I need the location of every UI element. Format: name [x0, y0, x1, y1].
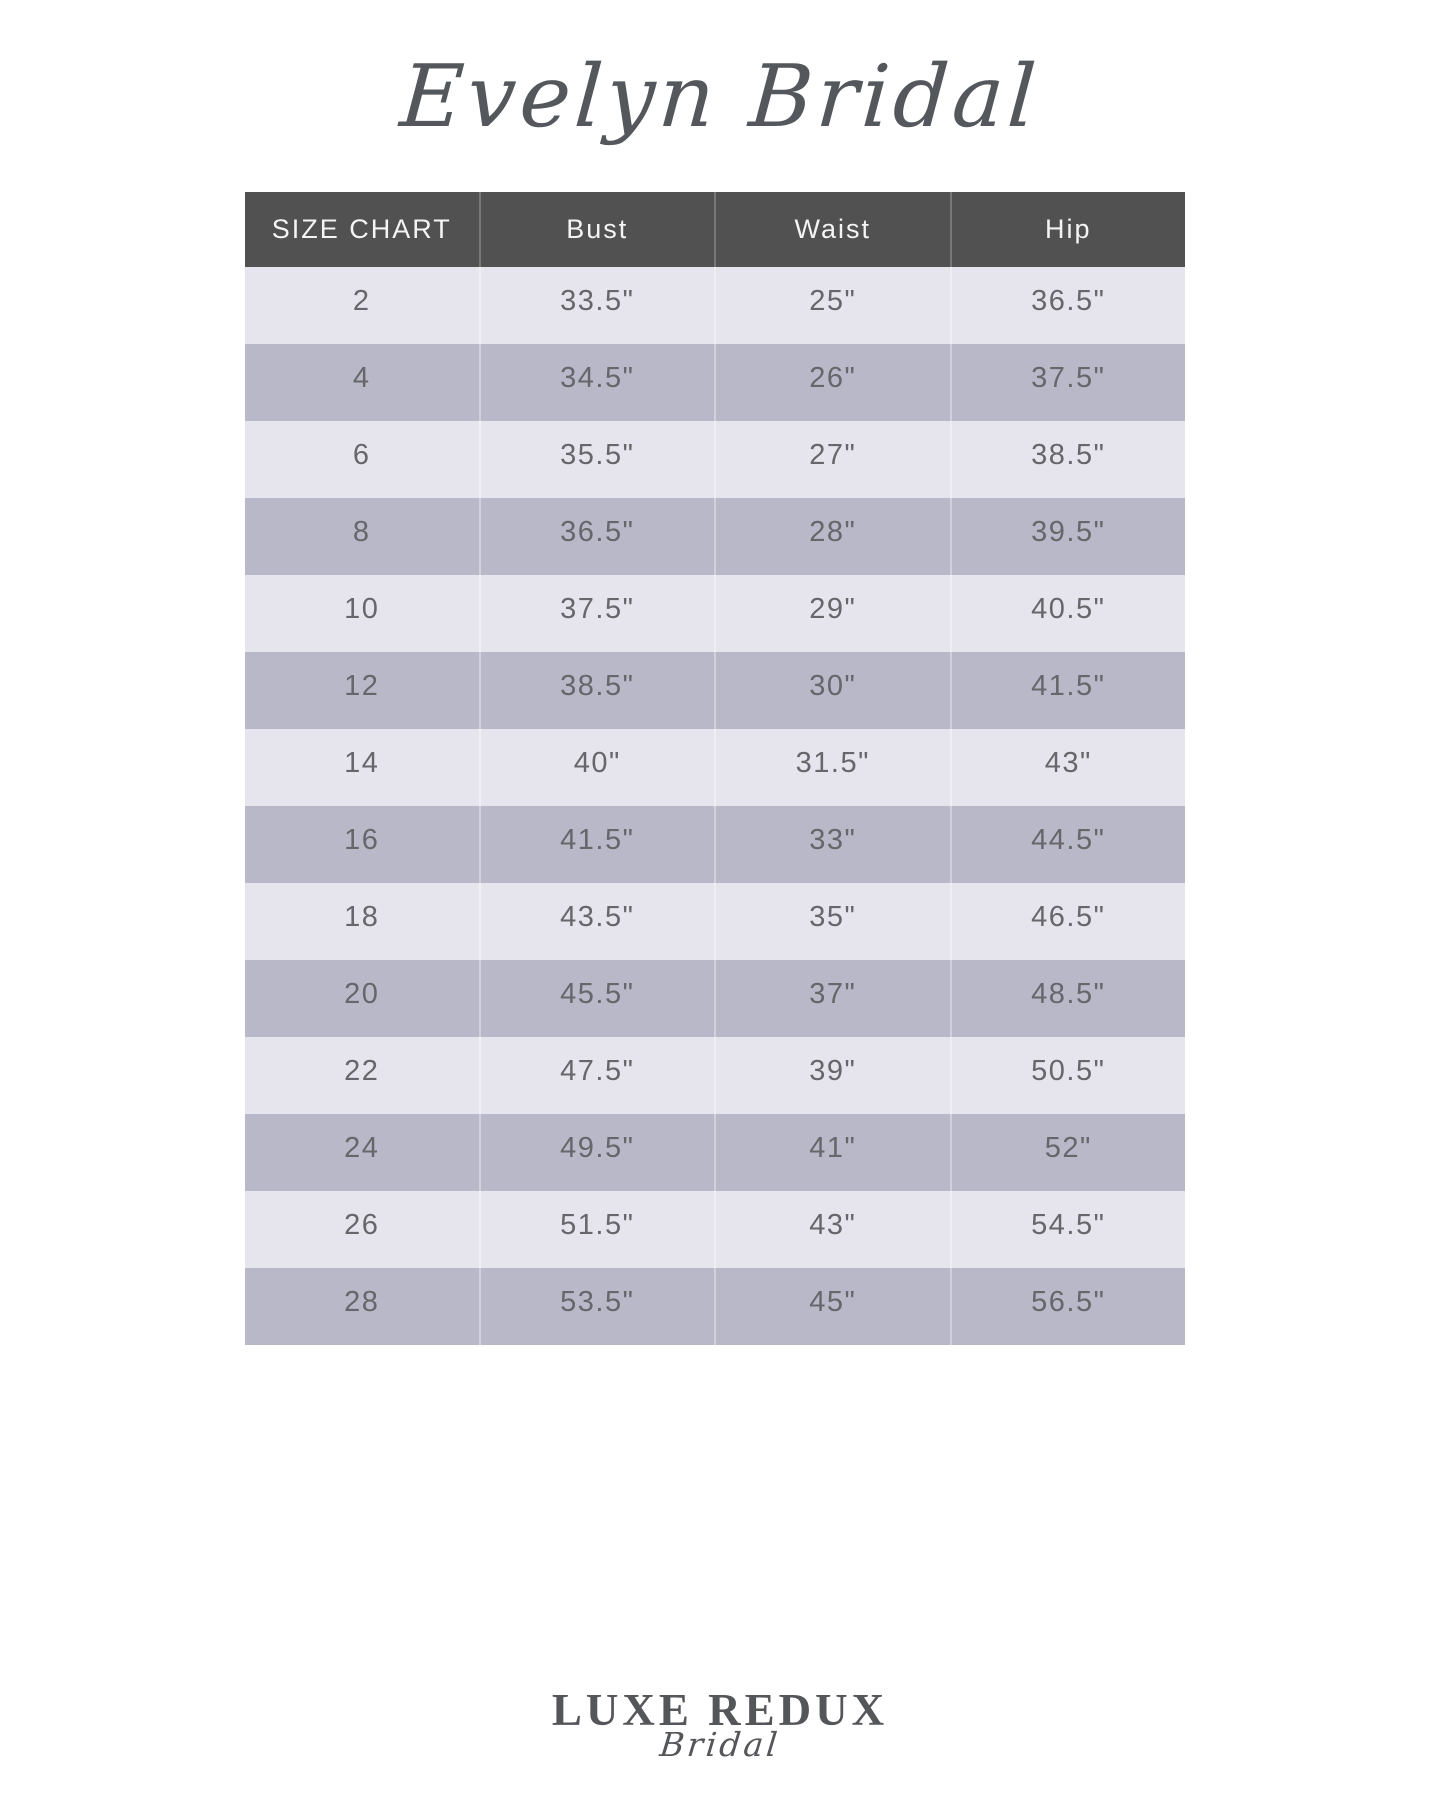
table-row-size-22: 22 47.5" 39" 50.5" — [245, 1037, 1185, 1114]
measurement-cell: 33" — [714, 806, 950, 883]
brand-title: Evelyn Bridal — [397, 47, 1043, 147]
measurement-cell: 36.5" — [949, 267, 1186, 344]
measurement-cell: 51.5" — [478, 1191, 715, 1268]
size-cell: 6 — [352, 439, 371, 471]
measurement-cell: 40.5" — [949, 575, 1186, 652]
table-body: 2 33.5" 25" 36.5" 4 34.5" 26" 37.5" 6 35.5" 27" 38.… — [245, 267, 1185, 1345]
table-header-row: SIZE CHART Bust Waist Hip — [245, 192, 1185, 267]
measurement-cell: 48.5" — [949, 960, 1186, 1037]
measurement-cell: 34.5" — [478, 344, 715, 421]
table-row-size-4: 4 34.5" 26" 37.5" — [245, 344, 1185, 421]
table-row-size-26: 26 51.5" 43" 54.5" — [245, 1191, 1185, 1268]
table-row-size-18: 18 43.5" 35" 46.5" — [245, 883, 1185, 960]
measurement-cell: 39" — [714, 1037, 950, 1114]
measurement-cell: 38.5" — [949, 421, 1186, 498]
size-cell: 26 — [344, 1209, 380, 1241]
logo-wordmark: LUXE REDUX — [551, 1685, 889, 1735]
measurement-cell: 44.5" — [949, 806, 1186, 883]
header-cell-size-chart: SIZE CHART — [271, 214, 452, 244]
size-cell: 2 — [352, 285, 371, 317]
measurement-cell: 43.5" — [478, 883, 715, 960]
measurement-cell: 31.5" — [714, 729, 950, 806]
table-row-size-12: 12 38.5" 30" 41.5" — [245, 652, 1185, 729]
size-cell: 28 — [344, 1286, 380, 1318]
table-row-size-10: 10 37.5" 29" 40.5" — [245, 575, 1185, 652]
measurement-cell: 38.5" — [478, 652, 715, 729]
size-cell: 24 — [344, 1132, 380, 1164]
size-cell: 10 — [344, 593, 380, 625]
measurement-cell: 27" — [714, 421, 950, 498]
measurement-cell: 50.5" — [949, 1037, 1186, 1114]
measurement-cell: 52" — [949, 1114, 1186, 1191]
measurement-cell: 45.5" — [478, 960, 715, 1037]
measurement-cell: 41" — [714, 1114, 950, 1191]
measurement-cell: 46.5" — [949, 883, 1186, 960]
measurement-cell: 54.5" — [949, 1191, 1186, 1268]
measurement-cell: 37.5" — [949, 344, 1186, 421]
measurement-cell: 56.5" — [949, 1268, 1186, 1345]
size-cell: 14 — [344, 747, 380, 779]
header-cell-hip: Hip — [949, 192, 1186, 267]
measurement-cell: 30" — [714, 652, 950, 729]
measurement-cell: 41.5" — [478, 806, 715, 883]
measurement-cell: 43" — [949, 729, 1186, 806]
size-cell: 12 — [344, 670, 380, 702]
header-cell-bust: Bust — [478, 192, 715, 267]
size-cell: 18 — [344, 901, 380, 933]
measurement-cell: 45" — [714, 1268, 950, 1345]
logo-script: Bridal — [657, 1725, 783, 1764]
measurement-cell: 43" — [714, 1191, 950, 1268]
footer-logo: LUXE REDUX Bridal — [0, 1685, 1440, 1765]
measurement-cell: 40" — [478, 729, 715, 806]
table-row-size-24: 24 49.5" 41" 52" — [245, 1114, 1185, 1191]
size-cell: 22 — [344, 1055, 380, 1087]
measurement-cell: 25" — [714, 267, 950, 344]
table-row-size-14: 14 40" 31.5" 43" — [245, 729, 1185, 806]
measurement-cell: 39.5" — [949, 498, 1186, 575]
table-row-size-20: 20 45.5" 37" 48.5" — [245, 960, 1185, 1037]
measurement-cell: 37" — [714, 960, 950, 1037]
table-row-size-2: 2 33.5" 25" 36.5" — [245, 267, 1185, 344]
header-cell-waist: Waist — [714, 192, 950, 267]
table-row-size-8: 8 36.5" 28" 39.5" — [245, 498, 1185, 575]
measurement-cell: 35" — [714, 883, 950, 960]
measurement-cell: 47.5" — [478, 1037, 715, 1114]
size-chart-table: SIZE CHART Bust Waist Hip 2 33.5" 25" 36.5" 4 34… — [245, 192, 1185, 1345]
table-row-size-28: 28 53.5" 45" 56.5" — [245, 1268, 1185, 1345]
measurement-cell: 35.5" — [478, 421, 715, 498]
measurement-cell: 28" — [714, 498, 950, 575]
table-row-size-6: 6 35.5" 27" 38.5" — [245, 421, 1185, 498]
measurement-cell: 36.5" — [478, 498, 715, 575]
measurement-cell: 53.5" — [478, 1268, 715, 1345]
size-cell: 8 — [352, 516, 371, 548]
measurement-cell: 37.5" — [478, 575, 715, 652]
measurement-cell: 26" — [714, 344, 950, 421]
measurement-cell: 29" — [714, 575, 950, 652]
measurement-cell: 33.5" — [478, 267, 715, 344]
size-cell: 16 — [344, 824, 380, 856]
measurement-cell: 49.5" — [478, 1114, 715, 1191]
measurement-cell: 41.5" — [949, 652, 1186, 729]
table-row-size-16: 16 41.5" 33" 44.5" — [245, 806, 1185, 883]
size-cell: 4 — [352, 362, 371, 394]
size-cell: 20 — [344, 978, 380, 1010]
